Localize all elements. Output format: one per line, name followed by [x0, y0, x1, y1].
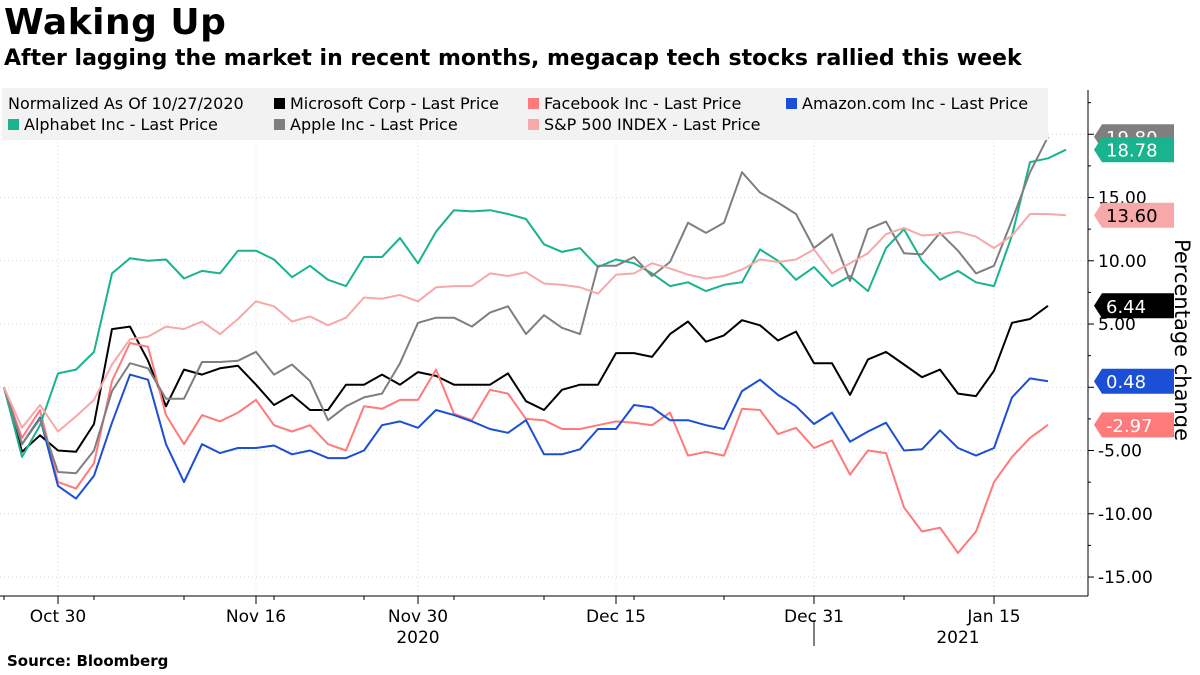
x-tick-label: Nov 30 [388, 607, 448, 627]
series-line [3, 342, 1049, 554]
y-tick-label: 5.00 [1098, 315, 1136, 335]
end-value-tag: 18.78 [1094, 137, 1174, 163]
end-value-tag-label: 0.48 [1106, 372, 1146, 393]
series-line [3, 148, 1067, 458]
x-year-label: 2020 [396, 628, 439, 648]
x-year-label: 2021 [936, 628, 979, 648]
end-value-tag: 0.48 [1094, 368, 1174, 394]
end-value-tag-label: 6.44 [1106, 297, 1146, 318]
legend-label: Microsoft Corp - Last Price [290, 94, 499, 113]
y-tick-label: -10.00 [1098, 505, 1153, 525]
legend-swatch [274, 98, 285, 109]
series-line [3, 373, 1049, 500]
legend-swatch [528, 98, 539, 109]
y-tick-label: -15.00 [1098, 568, 1153, 588]
x-tick-label: Dec 31 [784, 607, 844, 627]
series-layer [3, 136, 1067, 554]
series-line [3, 213, 1067, 433]
grid-layer [0, 90, 1088, 596]
x-tick-label: Jan 15 [966, 607, 1020, 627]
legend-label: Alphabet Inc - Last Price [24, 115, 218, 134]
legend-swatch [8, 119, 19, 130]
legend-swatch [528, 119, 539, 130]
legend-label: Amazon.com Inc - Last Price [802, 94, 1028, 113]
legend-label: Facebook Inc - Last Price [544, 94, 741, 113]
end-value-tag-shape [1094, 293, 1174, 319]
chart-title: Waking Up [4, 2, 227, 43]
end-value-tag-shape [1094, 412, 1174, 438]
legend-label: Apple Inc - Last Price [290, 115, 458, 134]
series-line [3, 304, 1049, 453]
legend-swatch [274, 119, 285, 130]
end-value-tag-shape [1094, 368, 1174, 394]
legend-background [2, 88, 1048, 140]
x-tick-label: Nov 16 [226, 607, 286, 627]
y-tick-label: -5.00 [1098, 442, 1142, 462]
source-note: Source: Bloomberg [7, 652, 169, 670]
end-value-tag-label: 18.78 [1106, 141, 1158, 162]
series-line [3, 136, 1049, 475]
end-value-tag-label: 13.60 [1106, 206, 1158, 227]
end-value-tag-shape [1094, 137, 1174, 163]
y-axis-title: Percentage change [1170, 239, 1194, 441]
y-tick-label: 10.00 [1098, 252, 1147, 272]
end-value-tag-label: -2.97 [1106, 416, 1153, 437]
x-tick-label: Dec 15 [586, 607, 646, 627]
end-value-tag: 13.60 [1094, 202, 1174, 228]
chart-subtitle: After lagging the market in recent month… [4, 46, 1022, 71]
end-value-tag: 6.44 [1094, 293, 1174, 319]
end-value-tag: -2.97 [1094, 412, 1174, 438]
x-tick-label: Oct 30 [30, 607, 86, 627]
end-value-tag-shape [1094, 202, 1174, 228]
legend-label: S&P 500 INDEX - Last Price [544, 115, 760, 134]
chart-legend: Normalized As Of 10/27/2020 Microsoft Cor… [2, 88, 1048, 140]
legend-swatch [786, 98, 797, 109]
legend-note: Normalized As Of 10/27/2020 [8, 94, 244, 113]
